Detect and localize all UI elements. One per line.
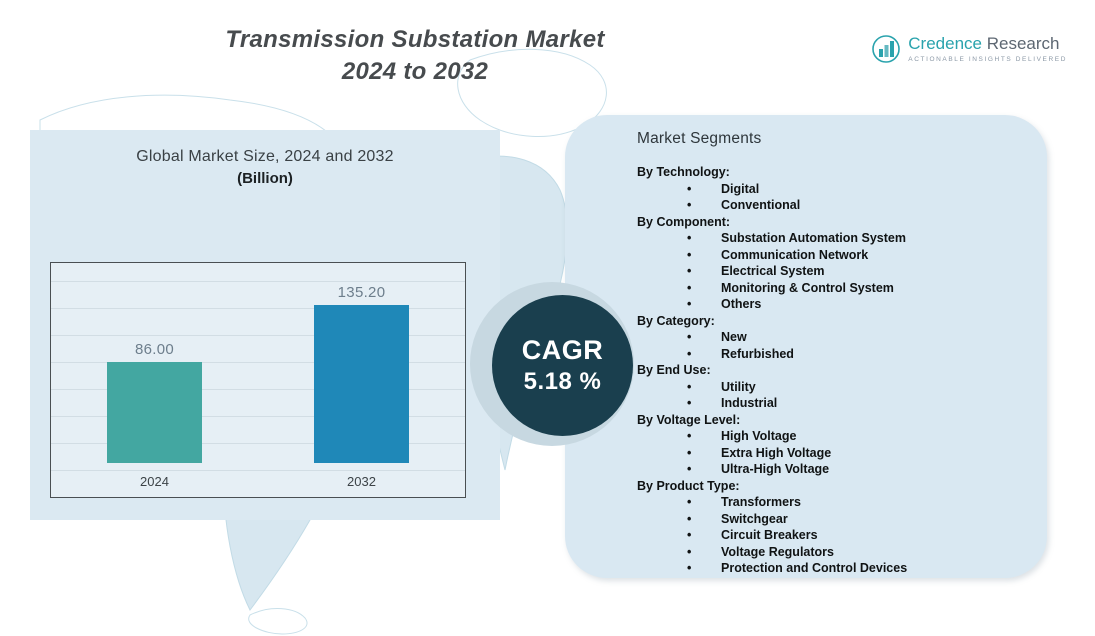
bar-group: 135.20 — [314, 284, 409, 463]
chart-subtitle: (Billion) — [237, 170, 293, 187]
bar-2024 — [107, 362, 202, 463]
segments-list: By Technology: • Digital • Conventional By Co… — [637, 164, 1027, 577]
segment-item: • Ultra-High Voltage — [637, 461, 1027, 478]
segment-item-label: Transformers — [721, 495, 801, 509]
segment-item-label: Electrical System — [721, 264, 825, 278]
page-title: Transmission Substation Market 2024 to 2… — [150, 24, 680, 88]
bullet-icon: • — [687, 297, 692, 311]
segment-item-label: Voltage Regulators — [721, 544, 834, 559]
segment-item-label: Industrial — [721, 396, 778, 410]
segment-item: • Monitoring & Control System — [637, 280, 1027, 297]
segment-item-label: High Voltage — [721, 429, 797, 443]
segment-group-header: By Voltage Level: — [637, 412, 741, 427]
segment-item-label: Conventional — [721, 198, 801, 212]
segment-item: • Voltage Regulators — [637, 544, 1027, 561]
credence-logo-icon — [872, 35, 901, 63]
segment-item: • Circuit Breakers — [637, 527, 1027, 544]
segment-item-label: Protection and Control Devices — [721, 561, 908, 575]
segment-item: • Extra High Voltage — [637, 445, 1027, 462]
bar-group: 86.00 — [107, 341, 202, 463]
logo-brand-primary: Credence — [908, 34, 982, 53]
bullet-icon: • — [687, 264, 692, 278]
segment-item-label: Circuit Breakers — [721, 528, 818, 542]
category-label: 2032 — [347, 474, 376, 489]
bar-2032 — [314, 305, 409, 463]
segment-item: • Communication Network — [637, 247, 1027, 264]
bar-value-label: 135.20 — [337, 284, 386, 301]
bullet-icon: • — [687, 429, 692, 443]
bullet-icon: • — [687, 511, 692, 526]
segment-item-label: Utility — [721, 379, 756, 394]
bullet-icon: • — [687, 346, 692, 361]
segment-item: • Others — [637, 296, 1027, 313]
segment-item: • Substation Automation System — [637, 230, 1027, 247]
market-size-panel: Global Market Size, 2024 and 2032 (Billi… — [30, 130, 500, 520]
segments-title: Market Segments — [637, 130, 762, 147]
cagr-badge: CAGR 5.18 % — [492, 295, 633, 436]
segment-item-label: Communication Network — [721, 247, 869, 262]
segment-group-header: By Category: — [637, 313, 715, 328]
cagr-value: 5.18 % — [523, 368, 602, 395]
category-axis: 2024 2032 — [51, 474, 465, 489]
segment-item: • Transformers — [637, 494, 1027, 511]
segment-item: • Digital — [637, 181, 1027, 198]
segment-item: • Industrial — [637, 395, 1027, 412]
market-segments-panel: Market Segments By Technology: • Digital • C… — [565, 115, 1047, 578]
segment-item-label: Extra High Voltage — [721, 445, 832, 460]
segment-item-label: New — [721, 330, 747, 344]
segment-item-label: Others — [721, 297, 762, 311]
segment-item: • Switchgear — [637, 511, 1027, 528]
bar-chart: 86.00 135.20 2024 2032 — [50, 262, 466, 498]
segment-item-label: Substation Automation System — [721, 231, 906, 245]
bullet-icon: • — [687, 528, 692, 542]
bullet-icon: • — [687, 198, 692, 212]
bullet-icon: • — [687, 544, 692, 559]
segment-item-label: Monitoring & Control System — [721, 280, 894, 295]
bullet-icon: • — [687, 330, 692, 344]
chart-title: Global Market Size, 2024 and 2032 — [136, 148, 394, 165]
credence-research-logo: Credence Research Actionable Insights De… — [871, 34, 1067, 64]
bullet-icon: • — [687, 495, 692, 509]
bullet-icon: • — [687, 396, 692, 410]
segment-item: • Refurbished — [637, 346, 1027, 363]
segment-item: • High Voltage — [637, 428, 1027, 445]
bullet-icon: • — [687, 231, 692, 245]
segment-group-header: By Component: — [637, 214, 731, 229]
page-title-line2: 2024 to 2032 — [341, 58, 489, 85]
bullet-icon: • — [687, 561, 692, 575]
logo-text: Credence Research Actionable Insights De… — [908, 34, 1067, 63]
logo-brand-secondary: Research — [986, 34, 1060, 53]
bullet-icon: • — [687, 462, 692, 476]
segment-item: • Conventional — [637, 197, 1027, 214]
segment-item: • Utility — [637, 379, 1027, 396]
bullet-icon: • — [687, 379, 692, 394]
cagr-label: CAGR — [521, 335, 604, 365]
segment-item-label: Ultra-High Voltage — [721, 462, 830, 476]
segment-group-header: By End Use: — [637, 363, 711, 377]
bullet-icon: • — [687, 280, 692, 295]
segment-item-label: Refurbished — [721, 346, 794, 361]
bar-plot: 86.00 135.20 — [51, 284, 465, 463]
segment-group-header: By Product Type: — [637, 478, 740, 493]
segment-item-label: Switchgear — [721, 511, 788, 526]
logo-brand-name: Credence Research — [908, 34, 1067, 54]
bullet-icon: • — [687, 181, 692, 196]
segment-item: • Electrical System — [637, 263, 1027, 280]
category-label: 2024 — [140, 474, 169, 489]
segment-item: • New — [637, 329, 1027, 346]
segment-group-header: By Technology: — [637, 165, 730, 179]
logo-tagline: Actionable Insights Delivered — [908, 56, 1067, 63]
segment-item-label: Digital — [721, 181, 760, 196]
bullet-icon: • — [687, 247, 692, 262]
segment-item: • Protection and Control Devices — [637, 560, 1027, 577]
bullet-icon: • — [687, 445, 692, 460]
page-title-line1: Transmission Substation Market — [225, 26, 605, 53]
bar-value-label: 86.00 — [134, 341, 175, 358]
